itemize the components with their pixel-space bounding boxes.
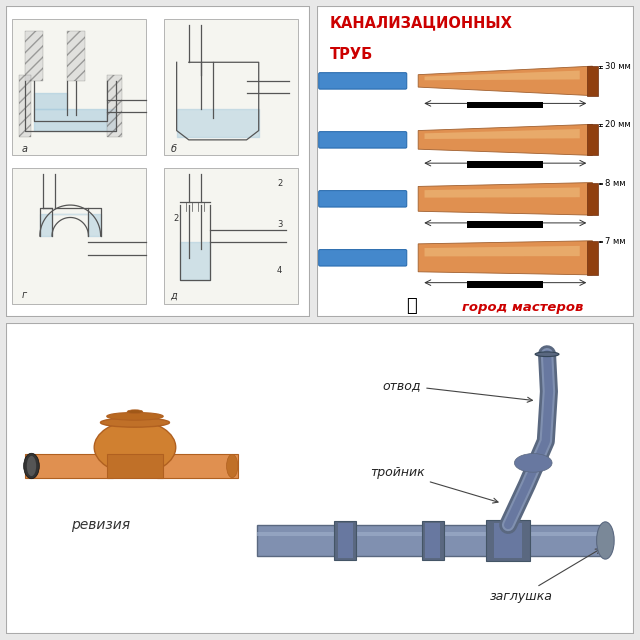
Polygon shape (107, 454, 163, 478)
Text: 8 мм: 8 мм (605, 179, 625, 188)
Text: 1000 мм: 1000 мм (487, 100, 524, 109)
Polygon shape (40, 214, 100, 236)
Polygon shape (25, 454, 113, 478)
Text: заглушка: заглушка (490, 548, 601, 603)
Bar (107, 75, 122, 137)
Bar (486, 520, 530, 561)
Polygon shape (424, 246, 580, 257)
Polygon shape (418, 182, 593, 215)
Text: Ø 110 мм: Ø 110 мм (339, 136, 387, 145)
Bar (13, 19, 146, 156)
Text: ТРУБ: ТРУБ (330, 47, 372, 61)
Bar (587, 124, 598, 156)
Text: 4: 4 (277, 266, 282, 275)
Text: Ø 160 мм: Ø 160 мм (339, 195, 387, 204)
Text: КАНАЛИЗАЦИОННЫХ: КАНАЛИЗАЦИОННЫХ (330, 16, 513, 31)
Ellipse shape (227, 454, 238, 477)
Ellipse shape (535, 352, 559, 356)
Ellipse shape (515, 454, 552, 472)
FancyBboxPatch shape (319, 191, 407, 207)
FancyBboxPatch shape (319, 132, 407, 148)
Bar (25, 31, 43, 81)
Text: ревизия: ревизия (71, 518, 130, 532)
Text: 🏠: 🏠 (406, 297, 417, 315)
Bar (257, 525, 602, 556)
Ellipse shape (596, 522, 614, 559)
Bar (67, 31, 86, 81)
Bar (337, 523, 353, 558)
Polygon shape (418, 66, 593, 95)
Polygon shape (418, 124, 593, 156)
Text: г: г (22, 290, 27, 300)
Text: Ø 200 мм: Ø 200 мм (339, 253, 387, 262)
Bar (164, 168, 298, 305)
Bar (494, 523, 522, 558)
Bar (467, 281, 543, 287)
Bar (587, 182, 598, 215)
Polygon shape (424, 188, 580, 198)
Bar (334, 521, 356, 560)
Bar (467, 221, 543, 228)
Polygon shape (424, 129, 580, 139)
Bar (587, 66, 598, 95)
Ellipse shape (94, 421, 176, 474)
Ellipse shape (27, 456, 36, 476)
Ellipse shape (24, 453, 39, 479)
Polygon shape (157, 454, 239, 478)
Bar (422, 521, 444, 560)
FancyBboxPatch shape (319, 250, 407, 266)
Text: 2: 2 (173, 214, 179, 223)
Bar (467, 102, 543, 108)
Text: 2: 2 (277, 179, 282, 188)
Text: 20 мм: 20 мм (605, 120, 630, 129)
Ellipse shape (100, 418, 170, 427)
Text: город мастеров: город мастеров (462, 301, 584, 314)
Text: 1000 мм: 1000 мм (487, 280, 524, 289)
Ellipse shape (107, 412, 163, 420)
Bar (587, 241, 598, 275)
Bar (257, 532, 602, 536)
FancyBboxPatch shape (319, 73, 407, 89)
Text: б: б (171, 144, 177, 154)
Text: д: д (171, 290, 177, 300)
Text: отвод: отвод (383, 379, 532, 403)
Text: а: а (22, 144, 28, 154)
Text: 1000 мм: 1000 мм (487, 220, 524, 229)
Text: 7 мм: 7 мм (605, 237, 625, 246)
Bar (467, 161, 543, 168)
Ellipse shape (127, 410, 143, 413)
Text: тройник: тройник (370, 466, 498, 503)
Bar (19, 75, 31, 137)
Bar (13, 168, 146, 305)
Text: 1000 мм: 1000 мм (487, 160, 524, 169)
Polygon shape (424, 70, 580, 80)
Bar (426, 523, 440, 558)
Text: Ø 50 мм: Ø 50 мм (342, 76, 383, 85)
Bar (164, 19, 298, 156)
Polygon shape (418, 241, 593, 275)
Text: 30 мм: 30 мм (605, 62, 631, 71)
Text: 3: 3 (277, 220, 282, 228)
